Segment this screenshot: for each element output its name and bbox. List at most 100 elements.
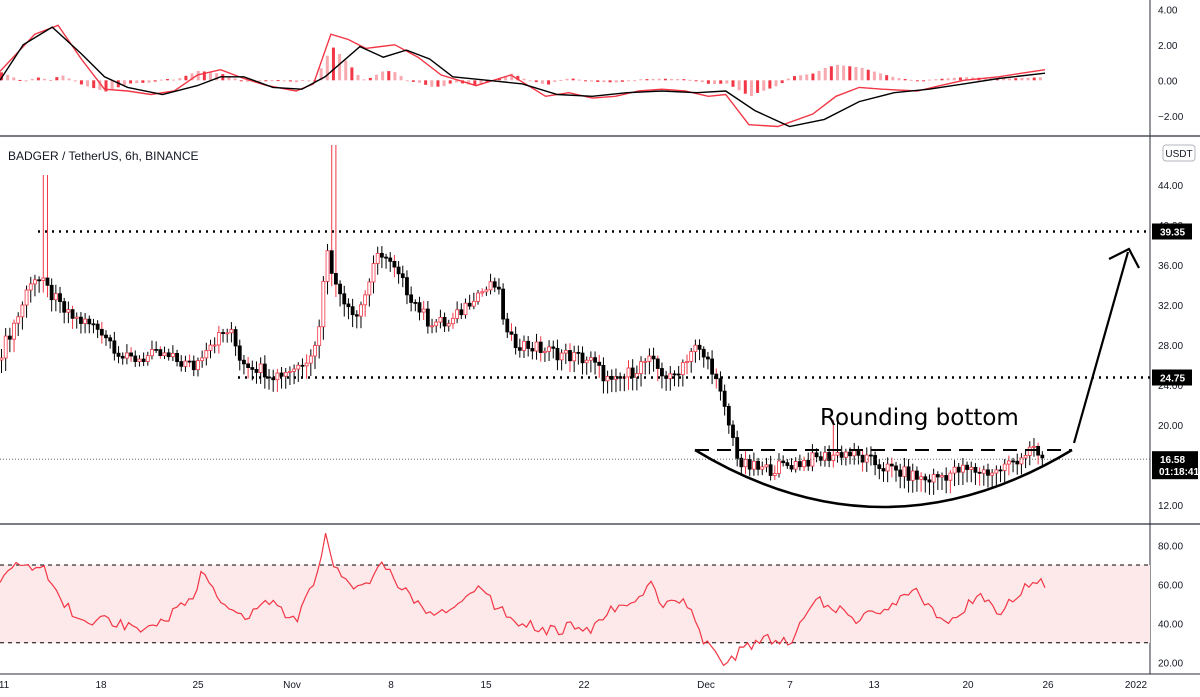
macd-histogram-bar	[872, 71, 876, 81]
price-tick-label: 36.00	[1158, 261, 1183, 272]
time-tick-label: 7	[787, 680, 793, 691]
candle-body	[513, 333, 518, 349]
candle-body	[283, 371, 288, 377]
candle-body	[823, 452, 827, 461]
candle-body	[961, 464, 965, 473]
candle-body	[873, 455, 878, 466]
currency-badge[interactable]: USDT	[1165, 149, 1192, 160]
candle-body	[639, 361, 643, 374]
macd-histogram-bar	[817, 70, 821, 81]
macd-histogram-bar	[891, 76, 895, 81]
macd-histogram-bar	[583, 80, 587, 82]
candle-body	[150, 348, 154, 357]
macd-histogram-bar	[1001, 78, 1005, 81]
macd-histogram-bar	[663, 78, 667, 81]
current-price-label: 16.58	[1160, 455, 1185, 466]
candle-body	[488, 281, 493, 291]
candle-body	[1011, 460, 1015, 463]
current-price-badge	[1152, 451, 1198, 480]
macd-histogram-bar	[178, 78, 182, 81]
macd-histogram-bar	[374, 74, 378, 81]
macd-histogram-bar	[952, 77, 956, 81]
macd-histogram-bar	[258, 80, 262, 82]
macd-tick-label: 0.00	[1158, 76, 1178, 87]
macd-histogram-bar	[49, 80, 53, 82]
macd-histogram-bar	[411, 80, 415, 82]
price-tick-label: 32.00	[1158, 301, 1183, 312]
candle-body	[421, 308, 426, 313]
macd-histogram-bar	[811, 73, 815, 81]
candle-body	[379, 252, 384, 258]
macd-histogram-bar	[196, 70, 200, 81]
macd-histogram-bar	[473, 80, 477, 86]
macd-histogram-bar	[719, 80, 723, 84]
currency-badge-box[interactable]	[1162, 144, 1196, 162]
candle-body	[405, 277, 409, 296]
candle-body	[701, 348, 706, 358]
candle-body	[530, 348, 535, 352]
macd-histogram-bar	[547, 80, 551, 85]
candle-body	[626, 367, 631, 378]
candle-body	[735, 437, 740, 459]
candle-body	[752, 460, 756, 470]
macd-histogram-bar	[73, 80, 77, 82]
candle-body	[288, 371, 292, 373]
candle-body	[969, 466, 974, 470]
candle-body	[158, 349, 163, 356]
macd-histogram-bar	[983, 78, 987, 81]
candle-body	[676, 373, 681, 376]
candle-body	[37, 279, 42, 282]
candle-body	[843, 451, 848, 458]
candle-body	[300, 364, 305, 367]
candle-body	[16, 316, 21, 324]
macd-histogram-bar	[903, 78, 907, 81]
macd-histogram-bar	[418, 80, 421, 83]
candle-body	[166, 352, 171, 358]
candle-body	[906, 466, 911, 481]
candle-body	[668, 373, 673, 379]
macd-histogram-bar	[627, 80, 630, 82]
macd-histogram-bar	[301, 80, 305, 82]
candle-body	[952, 466, 957, 474]
price-panel-background	[0, 138, 1150, 522]
candle-body	[597, 361, 602, 366]
candle-body	[898, 469, 903, 477]
candle-body	[1019, 457, 1024, 465]
candle-body	[133, 355, 138, 362]
resistance-price-badge	[1152, 223, 1192, 240]
candle-body	[588, 357, 593, 361]
time-tick-label: 20	[962, 680, 974, 691]
candle-body	[881, 468, 886, 472]
price-tick-label: 20.00	[1158, 421, 1183, 432]
macd-histogram-bar	[362, 79, 366, 81]
candle-body	[965, 464, 969, 470]
rsi-indicator: 80.00 60.00 40.00 20.00	[0, 533, 1183, 669]
candle-body	[797, 461, 802, 468]
macd-histogram-bar	[608, 80, 612, 83]
candle-body	[116, 352, 121, 357]
macd-histogram-bar	[485, 80, 489, 83]
macd-histogram-bar	[86, 80, 90, 87]
macd-histogram-bar	[571, 78, 575, 81]
time-tick-label: 26	[1042, 680, 1054, 691]
macd-histogram-bar	[356, 75, 360, 81]
macd-histogram-bar	[706, 80, 710, 84]
candle-body	[672, 373, 677, 376]
rsi-tick-label: 40.00	[1158, 619, 1183, 630]
time-tick-label: 25	[192, 680, 204, 691]
macd-histogram-bar	[762, 80, 766, 91]
candle-body	[689, 351, 694, 362]
macd-histogram-bar	[780, 80, 784, 84]
candle-body	[860, 454, 865, 463]
candle-body	[467, 302, 472, 307]
candle-body	[497, 286, 501, 290]
candle-body	[651, 355, 656, 360]
candle-body	[471, 300, 476, 307]
macd-histogram-bar	[879, 73, 883, 81]
price-tick-label: 12.00	[1158, 501, 1183, 512]
candle-body	[162, 352, 167, 356]
macd-histogram-bar	[1026, 77, 1030, 81]
time-tick-label: Nov	[283, 680, 301, 691]
macd-tick-label: 2.00	[1158, 41, 1178, 52]
